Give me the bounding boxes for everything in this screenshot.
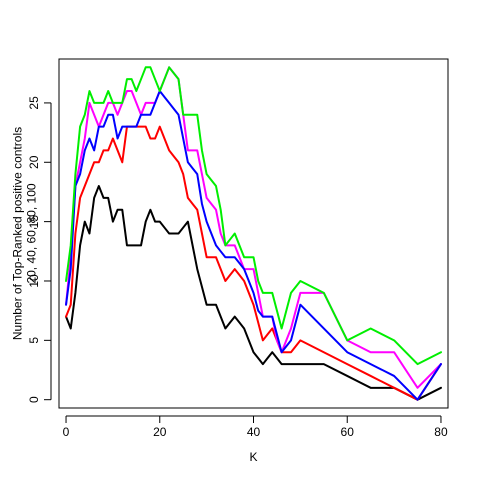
y-axis: 0 5 10 15 20 25: [27, 96, 52, 403]
series-layer: [65, 66, 442, 401]
y-tick-label: 5: [27, 337, 41, 344]
plot-box: [58, 58, 449, 409]
y-tick-label: 10: [27, 274, 41, 288]
x-axis: 0 20 40 60 80: [63, 415, 448, 439]
y-axis-title-line-2: 20, 40, 60, 80, 100: [25, 183, 39, 283]
y-tick-label: 25: [27, 96, 41, 110]
series-line-1: [65, 185, 442, 401]
x-tick-label: 80: [434, 425, 448, 439]
x-tick-label: 40: [247, 425, 261, 439]
x-tick-label: 0: [63, 425, 70, 439]
y-tick-label: 15: [27, 215, 41, 229]
x-axis-title: K: [249, 450, 257, 464]
y-tick-label: 20: [27, 155, 41, 169]
x-tick-label: 60: [341, 425, 355, 439]
series-line-5: [65, 66, 442, 366]
y-tick-label: 0: [27, 396, 41, 403]
series-line-4: [65, 90, 442, 401]
series-line-3: [65, 66, 442, 389]
x-tick-label: 20: [153, 425, 167, 439]
y-axis-title: Number of Top-Ranked positive controls 2…: [11, 127, 39, 340]
y-axis-title-line-1: Number of Top-Ranked positive controls: [11, 127, 25, 340]
series-line-2: [65, 125, 442, 401]
